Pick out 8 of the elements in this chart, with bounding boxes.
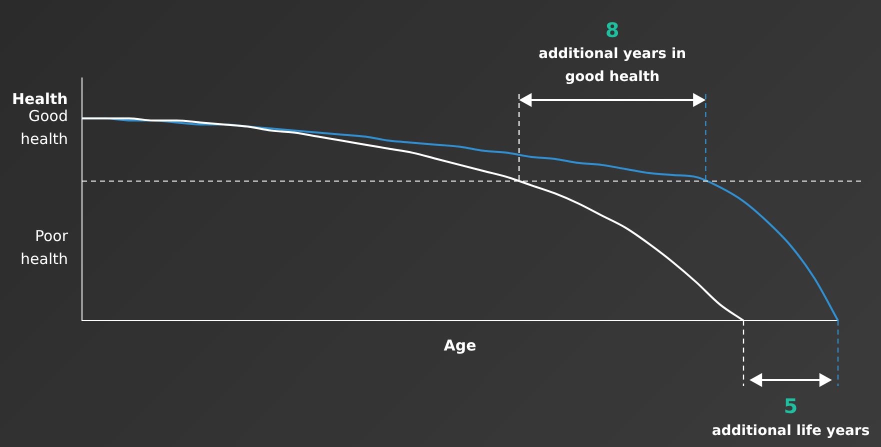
x-axis-title: Age xyxy=(444,336,476,354)
text: Poor health xyxy=(20,227,69,268)
text: 8 xyxy=(604,18,620,42)
text: Good health xyxy=(20,106,68,148)
text: additional years in good health xyxy=(538,45,688,87)
text: 5 xyxy=(782,394,799,418)
text: additional life years xyxy=(710,422,871,441)
y-axis-title: Health xyxy=(12,90,68,108)
